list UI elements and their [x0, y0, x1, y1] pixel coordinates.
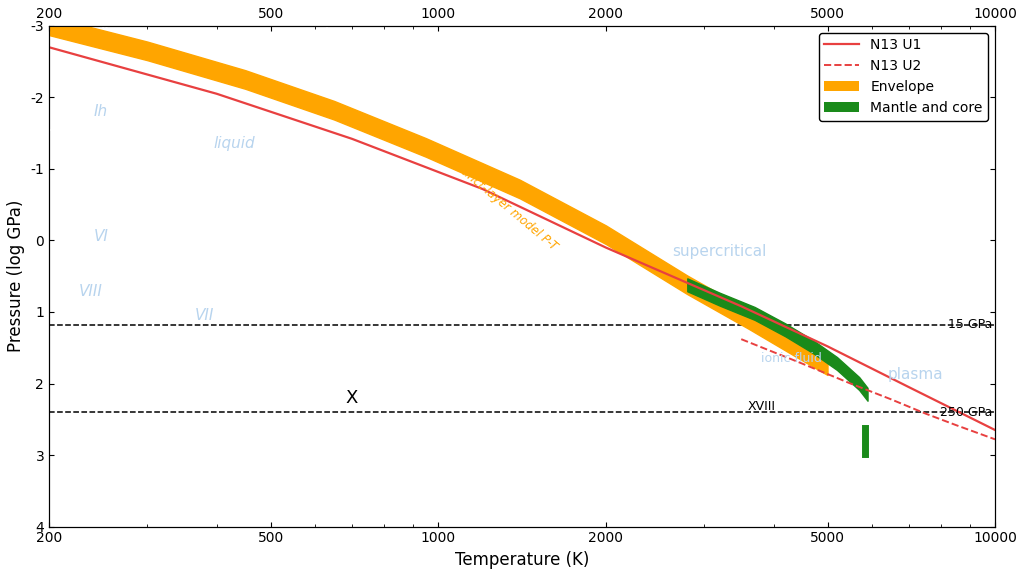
- Text: XVIII: XVIII: [748, 400, 775, 413]
- Text: 15 GPa: 15 GPa: [948, 318, 992, 331]
- Legend: N13 U1, N13 U2, Envelope, Mantle and core: N13 U1, N13 U2, Envelope, Mantle and cor…: [819, 33, 988, 121]
- N13 U1: [211, 90, 223, 97]
- Text: gas: gas: [520, 74, 552, 92]
- Line: N13 U2: N13 U2: [741, 339, 995, 439]
- N13 U1: [903, 384, 915, 391]
- N13 U1: [989, 427, 1001, 434]
- N13 U1: [821, 343, 834, 350]
- N13 U2: [920, 410, 932, 417]
- Text: supercritical: supercritical: [673, 244, 767, 259]
- N13 U1: [735, 303, 748, 310]
- Text: ionic fluid: ionic fluid: [761, 352, 821, 365]
- N13 U1: [600, 244, 612, 251]
- Text: plasma: plasma: [888, 367, 943, 382]
- Text: VI: VI: [93, 229, 109, 244]
- N13 U2: [796, 360, 808, 367]
- Line: N13 U1: N13 U1: [49, 47, 995, 430]
- Text: X: X: [346, 389, 358, 407]
- X-axis label: Temperature (K): Temperature (K): [455, 551, 589, 569]
- Text: 250 GPa: 250 GPa: [940, 406, 992, 419]
- N13 U2: [735, 336, 748, 343]
- N13 U2: [885, 396, 897, 403]
- N13 U1: [43, 44, 55, 51]
- Text: Distinct-layer model P-T: Distinct-layer model P-T: [444, 153, 559, 253]
- Y-axis label: Pressure (log GPa): Pressure (log GPa): [7, 200, 25, 353]
- Text: Ih: Ih: [94, 104, 109, 119]
- N13 U1: [476, 185, 488, 192]
- N13 U2: [989, 436, 1001, 443]
- N13 U2: [845, 380, 857, 387]
- N13 U1: [346, 135, 358, 142]
- Text: VIII: VIII: [79, 285, 103, 300]
- N13 U2: [949, 422, 962, 429]
- Text: VII: VII: [195, 308, 214, 323]
- Text: liquid: liquid: [213, 137, 255, 151]
